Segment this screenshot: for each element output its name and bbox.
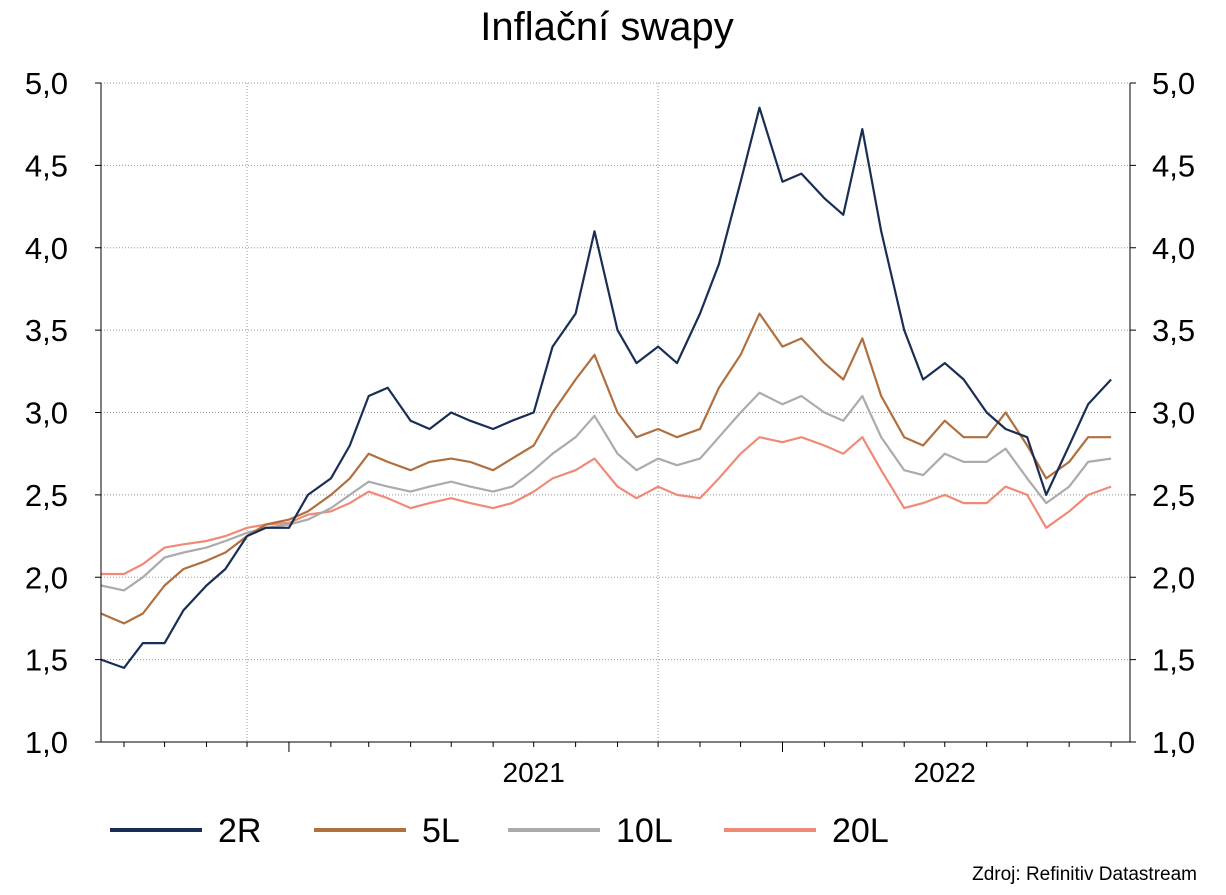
legend-item-10l: 10L [508, 812, 673, 850]
plot-frame [100, 83, 1131, 743]
series-layer [100, 106, 1112, 669]
y-tick-label: 1,5 [1152, 643, 1195, 678]
y-tick-label: 3,5 [1152, 313, 1195, 348]
legend-label: 5L [422, 812, 460, 850]
y-tick-label: 4,0 [1152, 231, 1195, 266]
y-axis-left: 1,0 1,5 2,0 2,5 3,0 3,5 4,0 4,5 5,0 [25, 66, 101, 760]
source-note: Zdroj: Refinitiv Datastream [972, 864, 1197, 885]
y-tick-label: 4,0 [25, 231, 68, 266]
gridlines [101, 82, 1130, 743]
y-tick-label: 3,0 [1152, 396, 1195, 431]
legend: 2R 5L 10L 20L [110, 812, 889, 850]
x-tick-label: 2022 [914, 757, 976, 788]
y-tick-label: 3,5 [25, 313, 68, 348]
series-line-5l [100, 312, 1112, 625]
legend-label: 2R [218, 812, 261, 850]
y-tick-label: 5,0 [1152, 66, 1195, 101]
series-line-2r [100, 106, 1112, 669]
y-tick-label: 4,5 [25, 148, 68, 183]
x-axis: 2021 2022 [123, 742, 1112, 788]
series-line-20l [101, 436, 1112, 576]
x-tick-label: 2021 [503, 757, 565, 788]
legend-item-2r: 2R [110, 812, 261, 850]
y-tick-label: 2,5 [25, 478, 68, 513]
y-tick-label: 1,0 [25, 725, 68, 760]
series-line-10l [100, 391, 1112, 592]
chart-title: Inflační swapy [480, 5, 733, 49]
y-tick-label: 2,0 [1152, 560, 1195, 595]
y-tick-label: 3,0 [25, 396, 68, 431]
y-tick-label: 4,5 [1152, 148, 1195, 183]
y-tick-label: 5,0 [25, 66, 68, 101]
legend-label: 20L [832, 812, 889, 850]
y-tick-label: 2,5 [1152, 478, 1195, 513]
y-axis-right: 1,0 1,5 2,0 2,5 3,0 3,5 4,0 4,5 5,0 [1130, 66, 1195, 760]
legend-label: 10L [616, 812, 673, 850]
legend-item-20l: 20L [724, 812, 889, 850]
y-tick-label: 1,5 [25, 643, 68, 678]
y-tick-label: 1,0 [1152, 725, 1195, 760]
legend-item-5l: 5L [314, 812, 460, 850]
y-tick-label: 2,0 [25, 560, 68, 595]
